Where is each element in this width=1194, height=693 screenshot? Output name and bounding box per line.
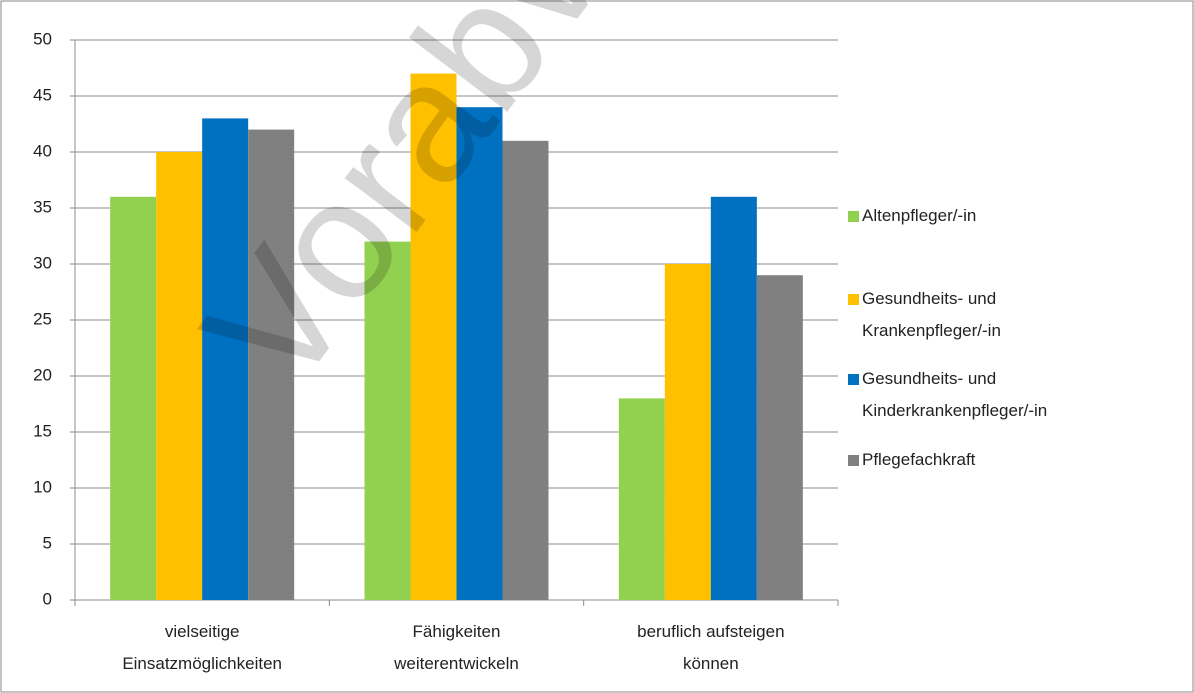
- x-tick-label: beruflich aufsteigen können: [637, 622, 784, 673]
- x-tick-label: vielseitige Einsatzmöglichkeiten: [122, 622, 282, 673]
- y-tick-label: 25: [33, 309, 52, 328]
- legend-label: Altenpfleger/-in: [862, 206, 976, 225]
- y-tick-label: 10: [33, 477, 52, 496]
- bar: [502, 140, 549, 601]
- y-tick-label: 5: [43, 533, 52, 552]
- legend-label: Gesundheits- und Krankenpfleger/-in: [862, 289, 1001, 340]
- y-tick-label: 20: [33, 365, 52, 384]
- y-tick-label: 35: [33, 197, 52, 216]
- bar: [756, 275, 803, 600]
- y-tick-label: 45: [33, 85, 52, 104]
- y-tick-label: 40: [33, 141, 52, 160]
- bar: [364, 241, 411, 600]
- y-tick-label: 50: [33, 29, 52, 48]
- bar: [618, 398, 665, 600]
- y-tick-label: 30: [33, 253, 52, 272]
- legend-swatch: [848, 211, 859, 222]
- x-tick-label: Fähigkeiten weiterentwickeln: [393, 622, 519, 673]
- legend-swatch: [848, 374, 859, 385]
- y-tick-label: 0: [43, 589, 52, 608]
- legend-label: Pflegefachkraft: [862, 450, 976, 469]
- y-tick-label: 15: [33, 421, 52, 440]
- bar: [664, 264, 711, 600]
- bar: [156, 152, 203, 600]
- legend-label: Gesundheits- und Kinderkrankenpfleger/-in: [862, 369, 1047, 420]
- legend-swatch: [848, 294, 859, 305]
- bar: [410, 73, 457, 601]
- bar: [710, 196, 757, 601]
- bar: [110, 196, 157, 601]
- bar: [248, 129, 295, 600]
- bar: [202, 118, 249, 601]
- legend-swatch: [848, 455, 859, 466]
- bar: [456, 107, 503, 600]
